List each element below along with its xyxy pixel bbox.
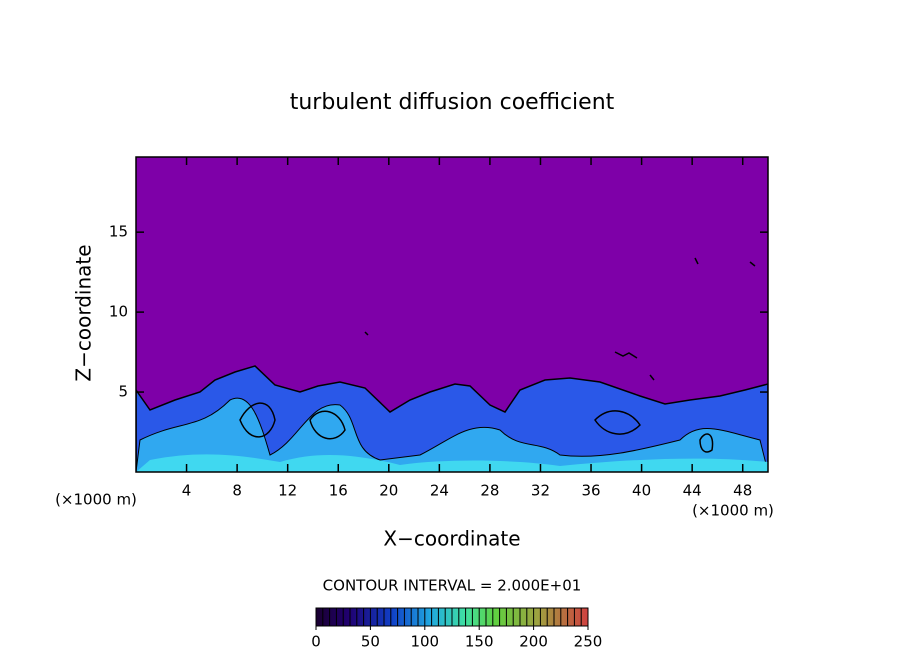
x-tick-label: 40 bbox=[632, 482, 651, 500]
contour-interval: CONTOUR INTERVAL = 2.000E+01 bbox=[323, 577, 582, 595]
x-unit-label: (×1000 m) bbox=[55, 491, 137, 509]
x-tick-label: 24 bbox=[430, 482, 449, 500]
x-tick-label: 48 bbox=[733, 482, 752, 500]
x-tick-label: 20 bbox=[379, 482, 398, 500]
y-tick-label: 10 bbox=[109, 303, 128, 321]
x-tick-label: 16 bbox=[329, 482, 348, 500]
y-axis-label: Z−coordinate bbox=[72, 244, 96, 381]
colorbar-tick-label: 200 bbox=[519, 633, 548, 651]
colorbar-tick-label: 100 bbox=[410, 633, 439, 651]
x-tick-label: 28 bbox=[480, 482, 499, 500]
field-region bbox=[136, 454, 768, 472]
x-unit-label: (×1000 m) bbox=[692, 502, 774, 520]
chart-title: turbulent diffusion coefficient bbox=[290, 90, 615, 115]
contour-line bbox=[239, 402, 714, 453]
x-tick-label: 4 bbox=[182, 482, 192, 500]
colorbar-tick-label: 50 bbox=[361, 633, 380, 651]
y-tick-label: 15 bbox=[109, 223, 128, 241]
contour-line bbox=[364, 257, 756, 381]
field-region bbox=[136, 397, 768, 472]
x-tick-label: 12 bbox=[278, 482, 297, 500]
field bbox=[136, 157, 768, 472]
colorbar-tick-label: 150 bbox=[465, 633, 494, 651]
x-tick-label: 8 bbox=[232, 482, 242, 500]
x-tick-label: 32 bbox=[531, 482, 550, 500]
colorbar-tick-label: 0 bbox=[311, 633, 321, 651]
x-tick-label: 44 bbox=[683, 482, 702, 500]
x-tick-label: 36 bbox=[581, 482, 600, 500]
colorbar-tick-label: 250 bbox=[574, 633, 603, 651]
y-tick-label: 5 bbox=[118, 383, 128, 401]
x-axis-label: X−coordinate bbox=[383, 527, 520, 551]
plot-frame bbox=[135, 156, 769, 473]
